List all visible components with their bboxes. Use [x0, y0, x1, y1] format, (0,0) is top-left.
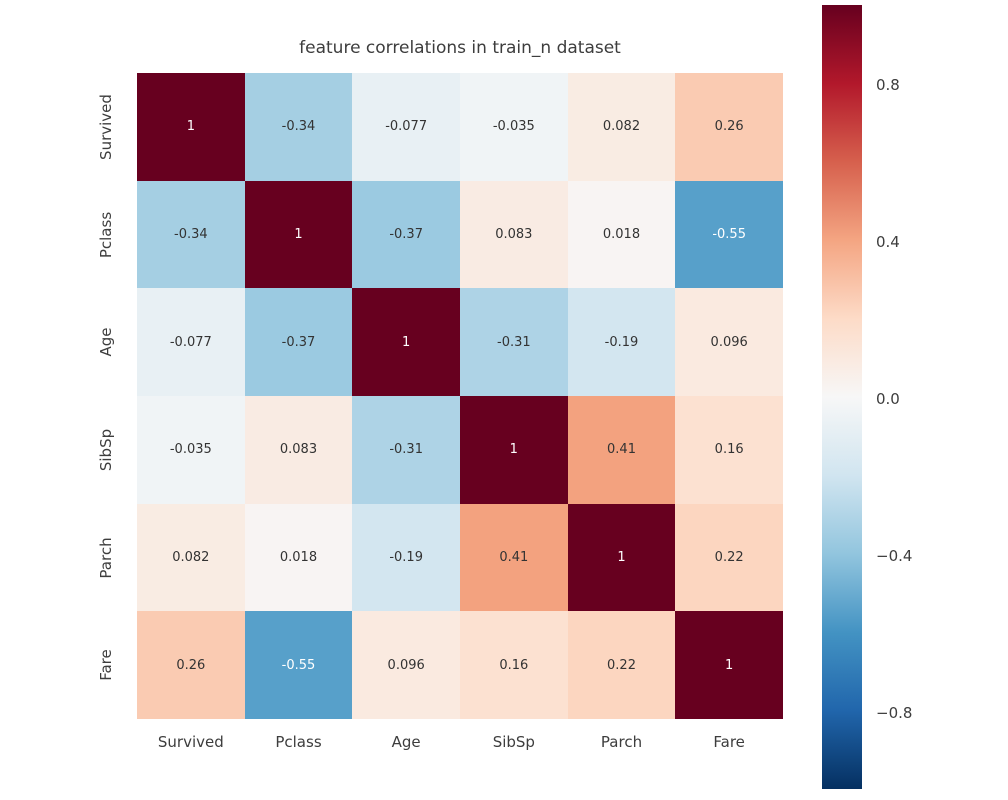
heatmap-cell: -0.37	[352, 180, 460, 289]
heatmap-cell: 1	[567, 503, 676, 612]
heatmap-cell: 0.41	[567, 395, 676, 504]
x-tick-label: Fare	[713, 733, 745, 751]
heatmap-cell: 1	[675, 611, 783, 719]
heatmap-cell: 0.22	[567, 611, 676, 719]
heatmap-cell: 1	[459, 395, 568, 504]
heatmap-cell: -0.31	[352, 395, 460, 504]
colorbar-tick-label: −0.8	[876, 704, 913, 723]
colorbar-tick-label: −0.4	[876, 547, 913, 566]
y-tick-label: Pclass	[97, 211, 115, 258]
colorbar-tick-label: 0.0	[876, 390, 900, 408]
heatmap-grid: 1 -0.34 -0.077 -0.035 0.082 0.26 -0.34 1 -0.37 0.…	[137, 73, 783, 719]
x-tick-label: Parch	[600, 733, 643, 751]
x-tick-label: Age	[391, 733, 421, 751]
heatmap-cell: 0.41	[459, 503, 568, 612]
heatmap-cell: -0.34	[244, 73, 353, 181]
chart-title: feature correlations in train_n dataset	[299, 38, 621, 58]
heatmap-cell: 1	[244, 180, 353, 289]
heatmap-cell: -0.55	[244, 611, 353, 719]
heatmap-cell: -0.31	[459, 288, 568, 396]
colorbar-tick-label: 0.8	[876, 75, 900, 94]
heatmap-cell: 0.16	[459, 611, 568, 719]
heatmap-cell: -0.035	[137, 395, 245, 504]
heatmap-cell: 0.16	[675, 395, 783, 504]
y-tick-label: Age	[97, 327, 115, 357]
colorbar	[822, 5, 862, 789]
heatmap-cell: -0.19	[567, 288, 676, 396]
heatmap-cell: 0.083	[244, 395, 353, 504]
heatmap-cell: 0.096	[675, 288, 783, 396]
y-tick-label: Fare	[97, 649, 115, 681]
heatmap-cell: -0.077	[352, 73, 460, 181]
heatmap-cell: 1	[352, 288, 460, 396]
x-tick-label: Survived	[157, 733, 224, 751]
x-tick-label: SibSp	[492, 733, 535, 751]
heatmap-cell: -0.077	[137, 288, 245, 396]
heatmap-cell: 0.26	[675, 73, 783, 181]
y-tick-label: SibSp	[97, 428, 115, 471]
heatmap-cell: 0.018	[567, 180, 676, 289]
heatmap-cell: 0.082	[137, 503, 245, 612]
heatmap-cell: 0.082	[567, 73, 676, 181]
heatmap-cell: -0.34	[137, 180, 245, 289]
colorbar-tick-label: 0.4	[876, 232, 900, 251]
heatmap-cell: 0.083	[459, 180, 568, 289]
heatmap-cell: 0.018	[244, 503, 353, 612]
y-tick-label: Survived	[97, 93, 115, 160]
heatmap-cell: 0.26	[137, 611, 245, 719]
heatmap-cell: -0.19	[352, 503, 460, 612]
heatmap-cell: -0.55	[675, 180, 783, 289]
heatmap-cell: 0.096	[352, 611, 460, 719]
x-tick-label: Pclass	[275, 733, 322, 751]
heatmap-cell: -0.37	[244, 288, 353, 396]
heatmap-cell: 1	[137, 73, 245, 181]
heatmap-cell: 0.22	[675, 503, 783, 612]
heatmap-cell: -0.035	[459, 73, 568, 181]
y-tick-label: Parch	[97, 536, 115, 579]
